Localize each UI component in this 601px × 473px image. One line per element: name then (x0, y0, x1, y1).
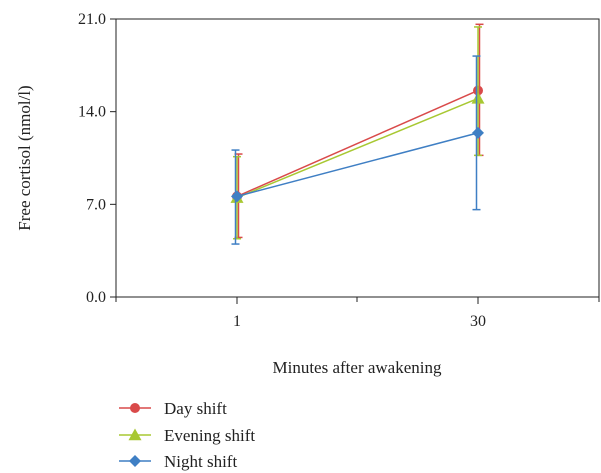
legend-marker (130, 403, 140, 413)
series-day-shift (232, 23, 484, 239)
legend-marker (128, 428, 142, 441)
y-tick-label: 0.0 (86, 289, 106, 306)
series-layer (230, 23, 485, 245)
x-tick-label: 1 (233, 313, 241, 330)
y-tick-label: 7.0 (86, 196, 106, 213)
legend-label: Evening shift (164, 426, 255, 445)
series-line (236, 89, 479, 198)
legend-item: Night shift (119, 452, 237, 471)
series-line (236, 132, 479, 198)
data-point (471, 91, 485, 104)
series-night-shift (231, 55, 484, 245)
legend-marker (129, 455, 141, 467)
series-line (236, 97, 479, 199)
data-point (472, 126, 484, 139)
series-evening-shift (230, 26, 485, 240)
y-tick-label: 21.0 (78, 11, 106, 28)
legend-item: Day shift (119, 399, 227, 418)
data-point (231, 190, 243, 203)
legend: Day shift Evening shift Night shift (119, 399, 255, 471)
axes: 0.0 7.0 14.0 21.0 1 30 (78, 11, 600, 330)
x-tick-label: 30 (470, 313, 486, 330)
plot-frame (115, 18, 600, 298)
y-axis-label: Free cortisol (nmol/l) (15, 85, 34, 230)
x-axis-label: Minutes after awakening (273, 358, 442, 377)
y-tick-label: 14.0 (78, 104, 106, 121)
legend-label: Night shift (164, 452, 237, 471)
legend-item: Evening shift (119, 426, 255, 445)
legend-label: Day shift (164, 399, 227, 418)
